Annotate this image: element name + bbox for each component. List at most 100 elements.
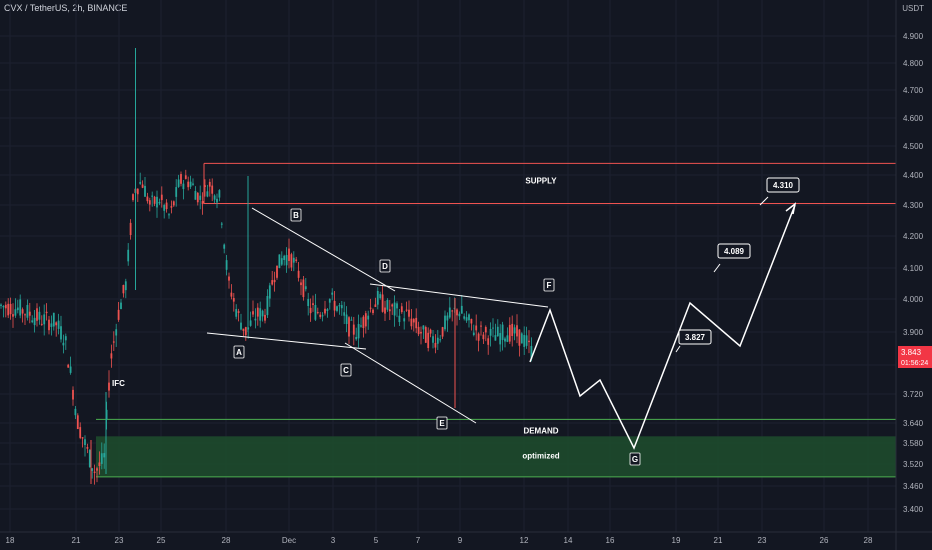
upper-trendline-b-d [251,207,396,292]
candle-body [374,304,377,307]
candle-body [480,325,482,327]
wave-label-b: B [293,211,299,220]
y-axis-tick-label: 4.300 [903,201,924,210]
y-axis-tick-label: 4.900 [903,32,924,41]
candle-body [240,322,242,330]
candle-body [115,329,118,336]
candle-body [393,302,396,316]
x-axis-tick-label: 14 [564,536,573,545]
candle-body [151,195,154,197]
candle-body [405,309,408,311]
candle-body [254,318,257,321]
candle-body [223,244,226,249]
x-axis-tick-label: 12 [520,536,529,545]
candle-body [2,306,5,308]
price-currency-label: USDT [902,4,924,13]
candle-body [501,324,504,340]
optimized-demand-zone [96,436,896,477]
candle-body [391,304,394,307]
y-axis-tick-label: 4.000 [903,295,924,304]
candle-body [283,255,286,261]
candle-body [105,409,108,420]
wave-label-a: A [236,348,242,357]
candle-body [376,290,379,305]
candle-body [28,311,31,316]
candle-body [124,281,127,291]
candle-body [292,257,295,263]
candle-body [220,223,223,225]
candle-body [384,307,386,314]
x-axis-tick-label: 23 [758,536,767,545]
candle-body [122,285,125,294]
candle-body [9,303,12,315]
candle-body [153,196,156,204]
candle-body [439,339,442,341]
candle-body [148,200,151,205]
candle-body [36,308,38,321]
candle-body [415,317,418,329]
candle-body [168,214,170,216]
symbol-header[interactable]: CVX / TetherUS, 2h, BINANCE [4,3,128,13]
candle-body [307,298,310,307]
candle-body [309,307,312,314]
candle-body [523,335,526,347]
candle-body [504,338,506,342]
candle-body [45,311,48,314]
wave-label-box [629,452,641,466]
wave-label-c: C [343,366,349,375]
target-4089-pointer [713,263,721,273]
candle-body [355,336,358,340]
candle-body [424,327,427,343]
candle-body [273,279,276,283]
y-axis-tick-label: 4.600 [903,114,924,123]
candle-body [117,309,120,320]
x-axis-tick-label: 5 [374,536,379,545]
candle-body [412,319,415,323]
candle-body [316,312,319,314]
wave-label-d: D [382,262,388,271]
candle-body [420,331,422,334]
candle-body [379,294,382,299]
candle-body [252,311,254,315]
candle-body [88,449,91,468]
current-price-value: 3.843 [901,348,922,357]
candle-body [525,335,528,346]
candle-body [194,190,197,200]
candle-body [343,312,346,316]
x-axis-tick-label: 19 [672,536,681,545]
x-axis-tick-label: 28 [864,536,873,545]
wave-label-box [436,416,448,430]
candle-body [189,181,192,187]
x-axis-tick-label: 23 [115,536,124,545]
upper-trendline-d-f [369,283,549,308]
candle-body [422,325,425,330]
candle-body [360,325,362,327]
candle-body [460,305,463,314]
candle-body [530,346,533,359]
candle-body [271,280,274,285]
target-value: 4.310 [773,181,794,190]
candle-body [170,206,173,208]
candle-body [232,298,235,302]
candle-body [398,315,401,323]
wave-label-g: G [632,455,638,464]
candle-body [74,408,77,416]
candle-body [475,325,478,331]
candle-body [324,308,326,314]
candle-body [237,311,240,313]
candle-body [321,315,324,317]
candle-body [314,304,317,320]
candle-body [470,318,473,324]
projected-path [529,204,796,450]
candle-body [48,319,50,331]
wave-label-box [543,278,555,292]
x-axis-tick-label: 16 [606,536,615,545]
candle-body [33,317,36,326]
candle-body [112,341,115,343]
candle-body [103,453,106,458]
candle-body [196,192,199,203]
candle-body [144,185,146,197]
candle-body [268,285,271,299]
candle-body [340,305,343,309]
